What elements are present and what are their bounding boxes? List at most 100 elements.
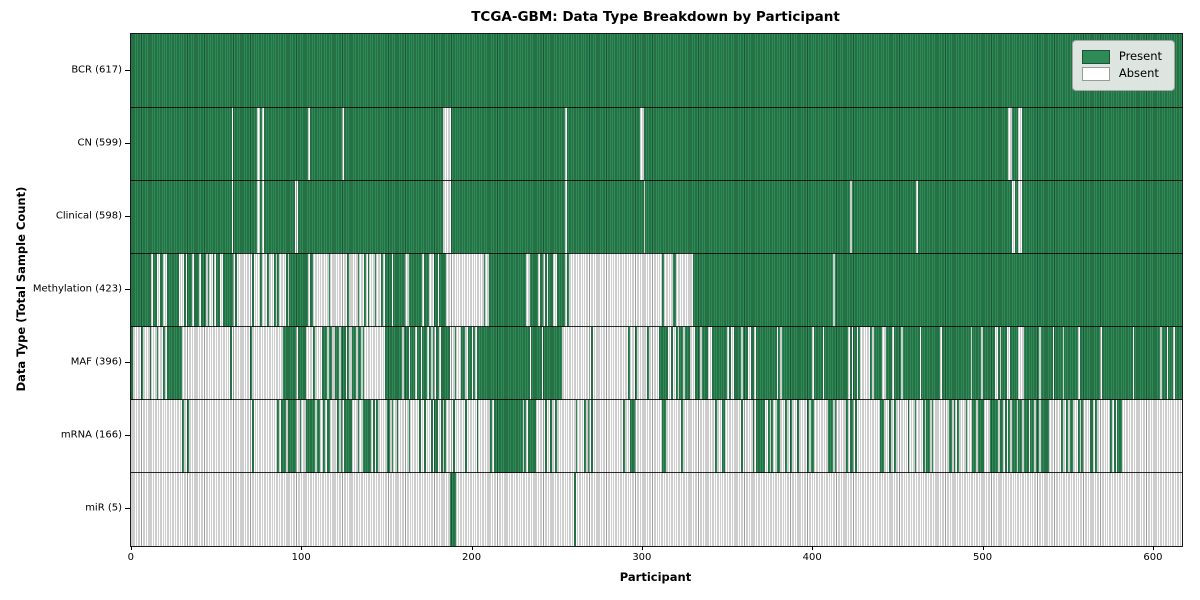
present-run xyxy=(972,399,976,473)
present-run xyxy=(1134,326,1160,400)
present-run xyxy=(873,326,883,400)
present-run xyxy=(734,326,741,400)
absent-run xyxy=(376,253,382,327)
present-run xyxy=(194,253,200,327)
absent-run xyxy=(1083,399,1090,473)
present-run xyxy=(1101,326,1133,400)
absent-run xyxy=(330,399,338,473)
absent-run xyxy=(485,253,489,327)
absent-run xyxy=(1112,399,1114,473)
present-run xyxy=(408,399,411,473)
y-tick-label-maf: MAF (396) xyxy=(70,356,122,368)
present-run xyxy=(297,180,443,254)
y-tick-mark xyxy=(125,142,130,144)
present-run xyxy=(1054,326,1063,400)
absent-run xyxy=(536,399,545,473)
present-run xyxy=(785,399,787,473)
present-run xyxy=(662,399,666,473)
absent-run xyxy=(1132,326,1135,400)
present-run xyxy=(476,399,479,473)
absent-run xyxy=(814,399,828,473)
present-run xyxy=(965,399,968,473)
x-tick-label-0: 0 xyxy=(127,552,135,563)
absent-run xyxy=(1062,399,1067,473)
present-run xyxy=(131,34,1182,108)
absent-run xyxy=(429,253,435,327)
absent-run xyxy=(624,399,631,473)
absent-run xyxy=(1038,399,1041,473)
present-run xyxy=(662,253,665,327)
y-tick-label-mir: miR (5) xyxy=(85,502,122,514)
present-run xyxy=(434,253,438,327)
present-run xyxy=(454,326,457,400)
absent-run xyxy=(345,326,348,400)
present-run xyxy=(163,326,166,400)
present-run xyxy=(418,399,421,473)
absent-run xyxy=(568,253,663,327)
absent-run xyxy=(1008,107,1012,181)
absent-run xyxy=(779,326,782,400)
absent-run xyxy=(676,253,694,327)
present-run xyxy=(156,326,159,400)
present-run xyxy=(1040,326,1053,400)
present-run xyxy=(403,326,409,400)
absent-run xyxy=(471,326,474,400)
present-run xyxy=(429,326,431,400)
present-run xyxy=(1023,399,1029,473)
absent-run xyxy=(924,399,927,473)
absent-run xyxy=(369,253,375,327)
absent-run xyxy=(999,326,1002,400)
present-run xyxy=(957,399,959,473)
absent-run xyxy=(434,326,436,400)
present-run xyxy=(1001,326,1007,400)
absent-run xyxy=(492,399,494,473)
absent-run xyxy=(747,326,752,400)
absent-run xyxy=(546,253,549,327)
present-run xyxy=(233,107,258,181)
absent-run xyxy=(449,326,455,400)
present-run xyxy=(567,107,641,181)
present-run xyxy=(575,399,578,473)
absent-run xyxy=(740,326,743,400)
absent-run xyxy=(279,253,286,327)
absent-run xyxy=(832,399,835,473)
present-run xyxy=(289,253,309,327)
absent-run xyxy=(342,399,344,473)
present-run xyxy=(672,253,677,327)
absent-run xyxy=(798,399,808,473)
absent-run xyxy=(442,180,452,254)
present-run xyxy=(337,399,339,473)
present-run xyxy=(1090,399,1094,473)
absent-run xyxy=(984,399,990,473)
present-run xyxy=(998,326,1000,400)
present-run xyxy=(584,399,586,473)
absent-run xyxy=(565,180,568,254)
absent-run xyxy=(231,107,234,181)
absent-run xyxy=(439,326,442,400)
absent-run xyxy=(725,399,741,473)
y-tick-mark xyxy=(125,435,130,437)
present-run xyxy=(153,253,157,327)
present-run xyxy=(362,326,365,400)
present-run xyxy=(756,326,777,400)
present-run xyxy=(423,253,430,327)
present-run xyxy=(323,399,326,473)
present-run xyxy=(768,399,770,473)
row-separator xyxy=(131,179,1182,181)
absent-run xyxy=(543,253,545,327)
absent-run xyxy=(1079,399,1082,473)
present-run xyxy=(694,326,700,400)
present-run xyxy=(488,253,527,327)
absent-run xyxy=(779,399,786,473)
absent-run xyxy=(314,399,317,473)
present-run xyxy=(1030,399,1034,473)
present-run xyxy=(807,399,809,473)
legend-absent-swatch xyxy=(1081,67,1110,81)
absent-run xyxy=(1052,326,1055,400)
absent-run xyxy=(478,399,491,473)
present-run xyxy=(853,326,857,400)
absent-run xyxy=(442,399,445,473)
present-run xyxy=(299,399,302,473)
present-run xyxy=(854,399,857,473)
